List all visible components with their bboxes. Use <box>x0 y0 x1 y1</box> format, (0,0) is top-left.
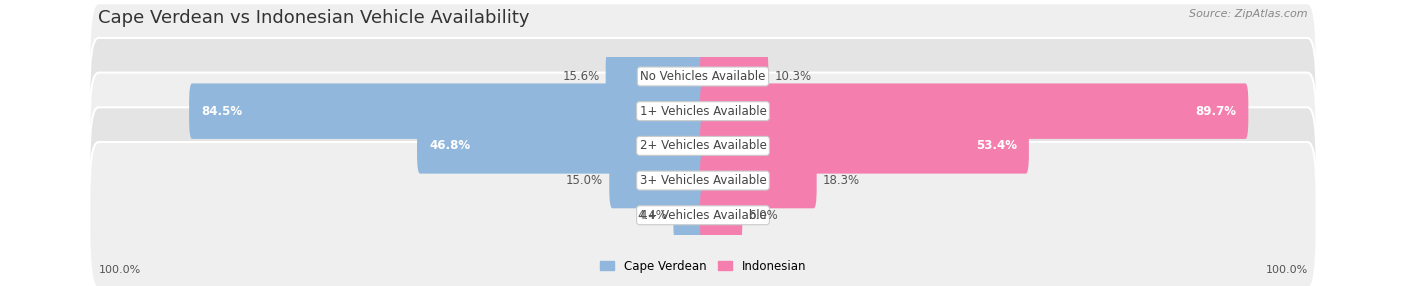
FancyBboxPatch shape <box>90 107 1316 254</box>
Text: 15.6%: 15.6% <box>562 70 599 83</box>
FancyBboxPatch shape <box>700 118 1029 174</box>
Text: 6.0%: 6.0% <box>748 209 778 222</box>
Text: 3+ Vehicles Available: 3+ Vehicles Available <box>640 174 766 187</box>
FancyBboxPatch shape <box>700 153 817 208</box>
FancyBboxPatch shape <box>700 49 768 104</box>
FancyBboxPatch shape <box>90 73 1316 219</box>
FancyBboxPatch shape <box>673 188 706 243</box>
FancyBboxPatch shape <box>90 142 1316 286</box>
Legend: Cape Verdean, Indonesian: Cape Verdean, Indonesian <box>595 255 811 277</box>
Text: Cape Verdean vs Indonesian Vehicle Availability: Cape Verdean vs Indonesian Vehicle Avail… <box>98 9 530 27</box>
FancyBboxPatch shape <box>418 118 706 174</box>
Text: 4+ Vehicles Available: 4+ Vehicles Available <box>640 209 766 222</box>
Text: 53.4%: 53.4% <box>976 139 1017 152</box>
Text: 1+ Vehicles Available: 1+ Vehicles Available <box>640 105 766 118</box>
Text: 84.5%: 84.5% <box>201 105 242 118</box>
Text: 2+ Vehicles Available: 2+ Vehicles Available <box>640 139 766 152</box>
Text: No Vehicles Available: No Vehicles Available <box>640 70 766 83</box>
FancyBboxPatch shape <box>609 153 706 208</box>
FancyBboxPatch shape <box>90 38 1316 184</box>
FancyBboxPatch shape <box>90 3 1316 150</box>
Text: 100.0%: 100.0% <box>98 265 141 275</box>
FancyBboxPatch shape <box>606 49 706 104</box>
Text: 10.3%: 10.3% <box>775 70 811 83</box>
FancyBboxPatch shape <box>700 84 1249 139</box>
Text: 4.4%: 4.4% <box>637 209 668 222</box>
FancyBboxPatch shape <box>188 84 706 139</box>
Text: 100.0%: 100.0% <box>1265 265 1308 275</box>
Text: Source: ZipAtlas.com: Source: ZipAtlas.com <box>1189 9 1308 19</box>
Text: 46.8%: 46.8% <box>429 139 470 152</box>
FancyBboxPatch shape <box>700 188 742 243</box>
Text: 18.3%: 18.3% <box>823 174 860 187</box>
Text: 15.0%: 15.0% <box>567 174 603 187</box>
Text: 89.7%: 89.7% <box>1195 105 1236 118</box>
